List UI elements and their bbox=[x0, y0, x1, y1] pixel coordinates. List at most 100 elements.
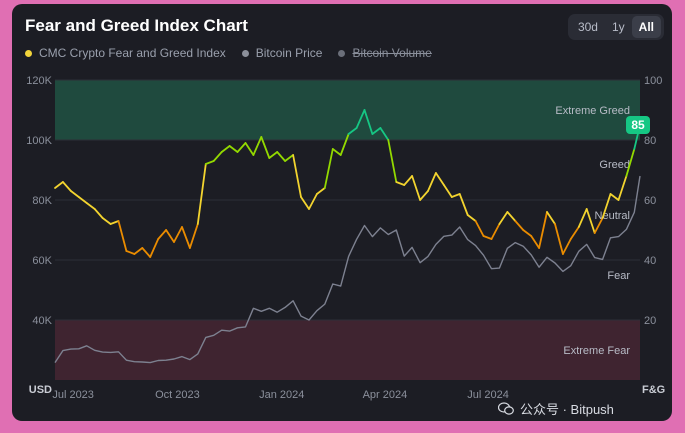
range-all-button[interactable]: All bbox=[631, 16, 661, 38]
y-axis-left-tick: 100K bbox=[26, 135, 52, 147]
legend-dot-bitcoin-volume bbox=[338, 49, 346, 57]
x-axis-tick: Oct 2023 bbox=[155, 389, 200, 401]
legend-item-fear-greed[interactable]: CMC Crypto Fear and Greed Index bbox=[25, 46, 226, 60]
legend-dot-fear-greed bbox=[25, 49, 32, 57]
series-fear-greed-segment bbox=[577, 208, 588, 228]
zone-label: Fear bbox=[607, 270, 630, 282]
series-fear-greed-segment bbox=[284, 154, 295, 162]
x-axis-tick: Jul 2023 bbox=[52, 389, 94, 401]
series-fear-greed-segment bbox=[204, 160, 215, 165]
zone-label: Extreme Fear bbox=[563, 345, 630, 357]
legend-item-bitcoin-volume[interactable]: Bitcoin Volume bbox=[338, 46, 432, 60]
legend-label-fear-greed: CMC Crypto Fear and Greed Index bbox=[39, 46, 226, 60]
series-fear-greed-segment bbox=[70, 190, 80, 198]
watermark-text: 公众号 · Bitpush bbox=[520, 402, 614, 417]
series-fear-greed-segment bbox=[62, 181, 72, 192]
series-fear-greed-segment bbox=[466, 214, 477, 222]
series-fear-greed-segment bbox=[387, 139, 398, 183]
series-fear-greed-segment bbox=[617, 175, 628, 201]
series-fear-greed-segment bbox=[554, 223, 564, 255]
y-axis-right-tick: 60 bbox=[644, 195, 656, 207]
series-fear-greed-segment bbox=[569, 226, 580, 240]
legend-item-bitcoin-price[interactable]: Bitcoin Price bbox=[241, 46, 322, 60]
series-fear-greed-segment bbox=[490, 223, 501, 240]
series-fear-greed-segment bbox=[141, 247, 152, 258]
range-1y-button[interactable]: 1y bbox=[611, 20, 625, 34]
y-axis-left-tick: 60K bbox=[32, 255, 52, 267]
y-axis-left-tick: 120K bbox=[26, 75, 52, 87]
watermark: 公众号 · Bitpush bbox=[498, 399, 614, 418]
series-fear-greed-segment bbox=[276, 151, 287, 162]
zone-label: Neutral bbox=[595, 210, 630, 222]
extreme-greed-zone bbox=[55, 80, 640, 140]
series-fear-greed-segment bbox=[244, 142, 255, 156]
series-fear-greed-segment bbox=[54, 181, 64, 189]
series-fear-greed-segment bbox=[188, 223, 199, 249]
series-fear-greed-segment bbox=[546, 211, 556, 225]
series-fear-greed-segment bbox=[125, 250, 136, 255]
series-fear-greed-segment bbox=[260, 136, 271, 159]
series-fear-greed-segment bbox=[538, 211, 548, 249]
series-fear-greed-segment bbox=[300, 196, 310, 210]
series-fear-greed-segment bbox=[117, 220, 128, 252]
series-fear-greed-segment bbox=[236, 142, 247, 153]
x-axis-tick: Apr 2024 bbox=[363, 389, 408, 401]
series-fear-greed-segment bbox=[339, 133, 350, 156]
range-30d-button[interactable]: 30d bbox=[577, 20, 598, 34]
series-fear-greed-segment bbox=[562, 238, 572, 255]
series-fear-greed-segment bbox=[220, 145, 231, 153]
series-fear-greed-segment bbox=[77, 196, 88, 204]
series-fear-greed-segment bbox=[498, 211, 509, 225]
chart-card: Fear and Greed Index Chart 30d 1y All CM… bbox=[12, 4, 672, 421]
series-fear-greed-segment bbox=[181, 226, 191, 249]
series-fear-greed-segment bbox=[419, 190, 429, 201]
series-fear-greed-segment bbox=[133, 247, 144, 255]
y-axis-right-tick: 40 bbox=[644, 255, 656, 267]
series-fear-greed-segment bbox=[585, 208, 596, 234]
series-fear-greed-segment bbox=[411, 175, 422, 201]
series-fear-greed-segment bbox=[514, 220, 525, 231]
y-axis-left-tick: 40K bbox=[32, 315, 52, 327]
series-fear-greed-segment bbox=[355, 109, 366, 129]
series-fear-greed-segment bbox=[85, 202, 96, 210]
series-fear-greed-segment bbox=[347, 127, 358, 135]
current-value-label: 85 bbox=[631, 118, 645, 132]
y-axis-right-title: F&G bbox=[642, 384, 665, 396]
series-fear-greed-segment bbox=[268, 151, 279, 159]
series-fear-greed-segment bbox=[427, 172, 437, 192]
zone-label: Extreme Greed bbox=[555, 105, 630, 117]
y-axis-left-tick: 80K bbox=[32, 195, 52, 207]
wechat-icon bbox=[498, 401, 514, 415]
series-fear-greed-segment bbox=[165, 229, 175, 243]
series-fear-greed-segment bbox=[371, 127, 382, 135]
zone-label: Greed bbox=[599, 159, 630, 171]
series-fear-greed-segment bbox=[109, 220, 120, 225]
series-fear-greed-segment bbox=[149, 238, 160, 258]
legend-label-bitcoin-volume: Bitcoin Volume bbox=[352, 46, 432, 60]
series-fear-greed-segment bbox=[450, 193, 461, 198]
series-fear-greed-segment bbox=[434, 172, 445, 186]
series-fear-greed-segment bbox=[474, 220, 485, 237]
series-fear-greed-segment bbox=[506, 211, 517, 222]
series-fear-greed-segment bbox=[363, 109, 374, 135]
series-fear-greed-segment bbox=[522, 229, 533, 237]
series-fear-greed-segment bbox=[379, 127, 390, 141]
series-fear-greed-segment bbox=[308, 193, 318, 210]
series-fear-greed-segment bbox=[625, 148, 636, 177]
series-fear-greed-segment bbox=[323, 148, 334, 189]
series-fear-greed-segment bbox=[458, 193, 469, 216]
series-fear-greed-segment bbox=[228, 145, 239, 153]
series-fear-greed-segment bbox=[101, 217, 112, 225]
y-axis-left-title: USD bbox=[29, 384, 52, 396]
y-axis-right-tick: 20 bbox=[644, 315, 656, 327]
legend: CMC Crypto Fear and Greed Index Bitcoin … bbox=[25, 46, 448, 60]
series-fear-greed-segment bbox=[93, 208, 104, 219]
fear-greed-chart: 120K 100K 80K 60K 40K USD 100 80 60 40 20 F&G Jul 20… bbox=[26, 75, 665, 401]
legend-dot-bitcoin-price bbox=[241, 49, 249, 57]
x-axis-tick: Jan 2024 bbox=[259, 389, 304, 401]
y-axis-right-tick: 100 bbox=[644, 75, 662, 87]
series-fear-greed-segment bbox=[395, 181, 406, 186]
series-fear-greed-segment bbox=[212, 151, 223, 162]
x-axis-tick: Jul 2024 bbox=[467, 389, 509, 401]
range-selector: 30d 1y All bbox=[567, 14, 664, 40]
